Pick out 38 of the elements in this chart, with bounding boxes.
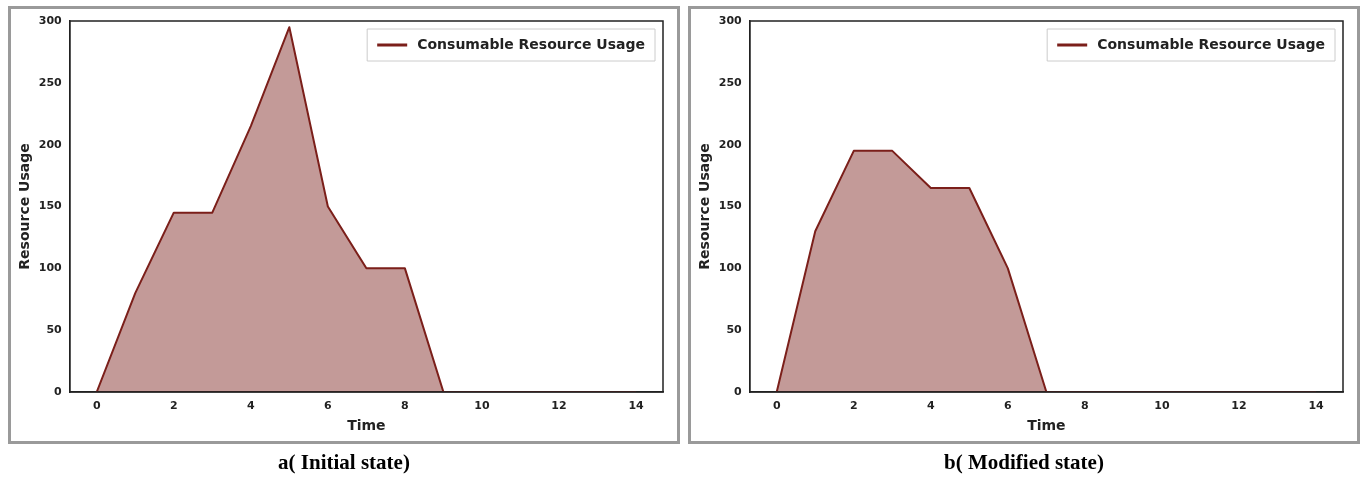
y-tick-label: 200 (38, 137, 63, 151)
y-tick-label: 100 (38, 261, 63, 275)
x-tick-label: 8 (1081, 399, 1089, 413)
x-tick-label: 10 (474, 399, 490, 413)
y-tick-label: 300 (38, 13, 63, 27)
legend-label: Consumable Resource Usage (417, 35, 646, 52)
x-tick-label: 4 (246, 399, 255, 413)
legend-label: Consumable Resource Usage (1097, 35, 1326, 52)
x-tick-label: 12 (1231, 399, 1247, 413)
y-tick-label: 100 (718, 261, 743, 275)
y-tick-label: 300 (718, 13, 743, 27)
x-tick-label: 8 (401, 399, 409, 413)
y-tick-label: 150 (38, 199, 63, 213)
y-axis-title: Resource Usage (696, 143, 713, 270)
y-tick-label: 150 (718, 199, 743, 213)
x-tick-label: 14 (628, 399, 645, 413)
text: b( Modified state) (943, 450, 1105, 475)
y-tick-label: 200 (718, 137, 743, 151)
x-axis-title: Time (1027, 417, 1066, 434)
x-tick-label: 6 (324, 399, 333, 413)
x-tick-label: 6 (1004, 399, 1013, 413)
x-tick-label: 14 (1308, 399, 1325, 413)
x-tick-label: 0 (772, 399, 781, 413)
y-tick-label: 250 (38, 75, 63, 89)
x-axis-title: Time (347, 417, 386, 434)
x-tick-label: 12 (551, 399, 567, 413)
y-tick-label: 0 (54, 384, 63, 398)
x-tick-label: 2 (849, 399, 858, 413)
y-tick-label: 50 (726, 323, 743, 337)
y-tick-label: 50 (46, 323, 63, 337)
y-tick-label: 250 (718, 75, 743, 89)
x-tick-label: 2 (169, 399, 178, 413)
y-tick-label: 0 (734, 384, 743, 398)
y-axis-title: Resource Usage (16, 143, 33, 270)
x-tick-label: 10 (1154, 399, 1170, 413)
text: a( Initial state) (277, 450, 411, 475)
x-tick-label: 0 (92, 399, 101, 413)
x-tick-label: 4 (926, 399, 935, 413)
